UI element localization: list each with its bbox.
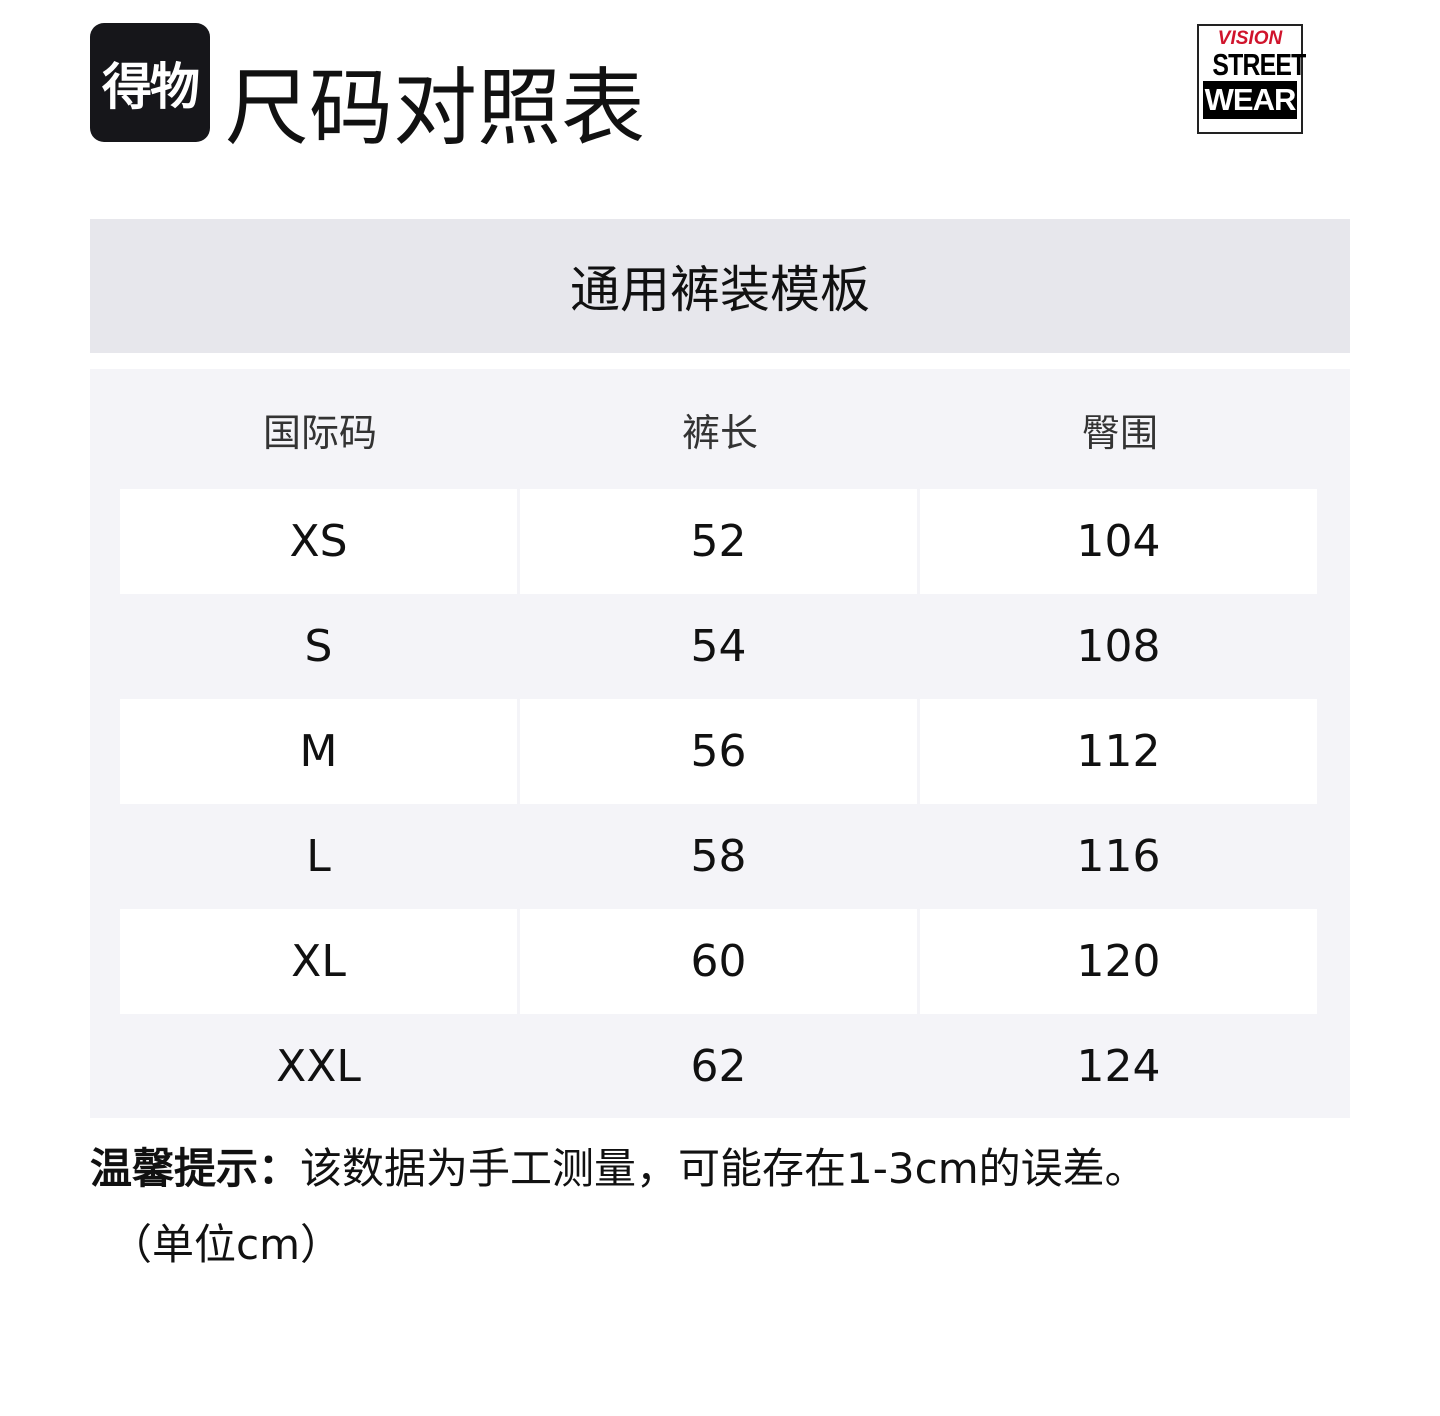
table-cell: XXL [276,1041,361,1092]
unit-note: （单位cm） [110,1220,343,1269]
table-cell: XS [120,489,517,594]
table-cell: XL [120,909,517,1014]
table-cell: 52 [520,489,917,594]
table-cell: 58 [690,831,747,882]
table-cell: L [306,831,331,882]
tip-text: 该数据为手工测量，可能存在1-3cm的误差。 [300,1144,1147,1193]
dewu-logo: 得物 [90,23,210,142]
table-header: 国际码 裤长 臀围 [120,369,1320,489]
template-title: 通用裤装模板 [90,219,1350,353]
tip-note: 温馨提示：该数据为手工测量，可能存在1-3cm的误差。 [90,1138,1370,1200]
brand-line-3: WEAR [1203,81,1297,119]
column-header: 国际码 [262,410,377,455]
table-cell: 56 [520,699,917,804]
size-table: 国际码 裤长 臀围 XS 52 104 S 54 108 M 56 112 L 58 116 XL 60 1… [90,369,1350,1118]
column-header: 臀围 [1081,410,1158,455]
page-title: 尺码对照表 [225,59,646,157]
brand-line-1: VISION [1217,28,1283,49]
table-cell: 54 [690,621,747,672]
table-row: S 54 108 [120,594,1317,699]
vision-street-wear-logo: VISION STREET WEAR [1197,24,1306,134]
table-cell: 60 [520,909,917,1014]
table-cell: 62 [690,1041,747,1092]
table-row: XXL 62 124 [120,1014,1317,1119]
table-cell: 112 [920,699,1317,804]
table-row: M 56 112 [120,699,1317,804]
table-cell: 104 [920,489,1317,594]
table-cell: 120 [920,909,1317,1014]
brand-line-2: STREET [1212,47,1306,82]
table-cell: 116 [1076,831,1161,882]
column-header: 裤长 [681,410,758,455]
table-cell: M [120,699,517,804]
table-row: XL 60 120 [120,909,1317,1014]
table-cell: 124 [1076,1041,1161,1092]
table-row: L 58 116 [120,804,1317,909]
table-cell: S [304,621,333,672]
table-cell: 108 [1076,621,1161,672]
table-row: XS 52 104 [120,489,1317,594]
tip-label: 温馨提示： [90,1144,301,1193]
